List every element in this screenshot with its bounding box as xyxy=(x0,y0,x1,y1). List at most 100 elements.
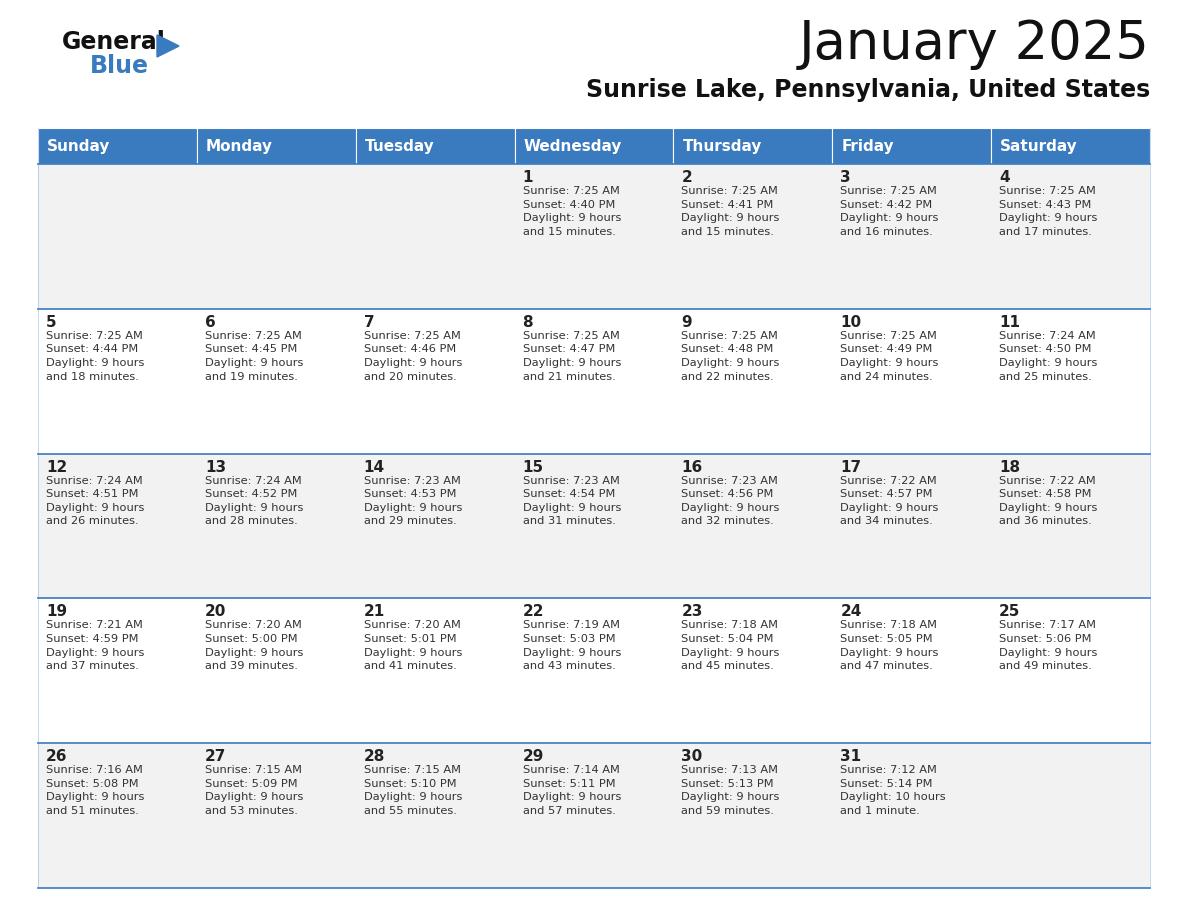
Text: Sunrise: 7:25 AM
Sunset: 4:45 PM
Daylight: 9 hours
and 19 minutes.: Sunrise: 7:25 AM Sunset: 4:45 PM Dayligh… xyxy=(204,330,303,382)
Text: Sunrise: 7:25 AM
Sunset: 4:49 PM
Daylight: 9 hours
and 24 minutes.: Sunrise: 7:25 AM Sunset: 4:49 PM Dayligh… xyxy=(840,330,939,382)
Text: Blue: Blue xyxy=(90,54,148,78)
Bar xyxy=(38,128,197,164)
Bar xyxy=(674,599,833,744)
Text: 17: 17 xyxy=(840,460,861,475)
Bar xyxy=(674,744,833,888)
Bar xyxy=(514,453,674,599)
Text: 29: 29 xyxy=(523,749,544,764)
Text: Sunrise: 7:25 AM
Sunset: 4:42 PM
Daylight: 9 hours
and 16 minutes.: Sunrise: 7:25 AM Sunset: 4:42 PM Dayligh… xyxy=(840,186,939,237)
Bar xyxy=(197,128,355,164)
Text: 26: 26 xyxy=(46,749,68,764)
Text: Sunrise: 7:20 AM
Sunset: 5:00 PM
Daylight: 9 hours
and 39 minutes.: Sunrise: 7:20 AM Sunset: 5:00 PM Dayligh… xyxy=(204,621,303,671)
Text: Sunrise Lake, Pennsylvania, United States: Sunrise Lake, Pennsylvania, United State… xyxy=(586,78,1150,102)
Text: Sunrise: 7:25 AM
Sunset: 4:48 PM
Daylight: 9 hours
and 22 minutes.: Sunrise: 7:25 AM Sunset: 4:48 PM Dayligh… xyxy=(682,330,779,382)
Text: 8: 8 xyxy=(523,315,533,330)
Bar xyxy=(197,164,355,308)
Bar xyxy=(355,453,514,599)
Text: 23: 23 xyxy=(682,604,703,620)
Text: Sunrise: 7:23 AM
Sunset: 4:56 PM
Daylight: 9 hours
and 32 minutes.: Sunrise: 7:23 AM Sunset: 4:56 PM Dayligh… xyxy=(682,476,779,526)
Bar xyxy=(674,308,833,453)
Bar xyxy=(355,308,514,453)
Bar xyxy=(674,164,833,308)
Text: 16: 16 xyxy=(682,460,702,475)
Text: 1: 1 xyxy=(523,170,533,185)
Text: Sunrise: 7:24 AM
Sunset: 4:52 PM
Daylight: 9 hours
and 28 minutes.: Sunrise: 7:24 AM Sunset: 4:52 PM Dayligh… xyxy=(204,476,303,526)
Bar xyxy=(514,128,674,164)
Text: Sunrise: 7:16 AM
Sunset: 5:08 PM
Daylight: 9 hours
and 51 minutes.: Sunrise: 7:16 AM Sunset: 5:08 PM Dayligh… xyxy=(46,766,145,816)
Polygon shape xyxy=(157,35,179,57)
Bar xyxy=(38,308,197,453)
Bar xyxy=(991,744,1150,888)
Text: 4: 4 xyxy=(999,170,1010,185)
Text: Sunrise: 7:21 AM
Sunset: 4:59 PM
Daylight: 9 hours
and 37 minutes.: Sunrise: 7:21 AM Sunset: 4:59 PM Dayligh… xyxy=(46,621,145,671)
Bar xyxy=(514,308,674,453)
Bar xyxy=(514,599,674,744)
Bar xyxy=(833,599,991,744)
Bar xyxy=(355,128,514,164)
Text: Sunrise: 7:25 AM
Sunset: 4:46 PM
Daylight: 9 hours
and 20 minutes.: Sunrise: 7:25 AM Sunset: 4:46 PM Dayligh… xyxy=(364,330,462,382)
Text: Sunrise: 7:24 AM
Sunset: 4:50 PM
Daylight: 9 hours
and 25 minutes.: Sunrise: 7:24 AM Sunset: 4:50 PM Dayligh… xyxy=(999,330,1098,382)
Text: Sunrise: 7:14 AM
Sunset: 5:11 PM
Daylight: 9 hours
and 57 minutes.: Sunrise: 7:14 AM Sunset: 5:11 PM Dayligh… xyxy=(523,766,621,816)
Text: Tuesday: Tuesday xyxy=(365,139,435,153)
Text: Sunrise: 7:23 AM
Sunset: 4:54 PM
Daylight: 9 hours
and 31 minutes.: Sunrise: 7:23 AM Sunset: 4:54 PM Dayligh… xyxy=(523,476,621,526)
Bar xyxy=(38,453,197,599)
Bar xyxy=(197,308,355,453)
Bar xyxy=(833,128,991,164)
Text: Sunrise: 7:17 AM
Sunset: 5:06 PM
Daylight: 9 hours
and 49 minutes.: Sunrise: 7:17 AM Sunset: 5:06 PM Dayligh… xyxy=(999,621,1098,671)
Text: Sunrise: 7:25 AM
Sunset: 4:44 PM
Daylight: 9 hours
and 18 minutes.: Sunrise: 7:25 AM Sunset: 4:44 PM Dayligh… xyxy=(46,330,145,382)
Text: Sunrise: 7:22 AM
Sunset: 4:58 PM
Daylight: 9 hours
and 36 minutes.: Sunrise: 7:22 AM Sunset: 4:58 PM Dayligh… xyxy=(999,476,1098,526)
Bar xyxy=(197,599,355,744)
Text: 3: 3 xyxy=(840,170,851,185)
Text: 22: 22 xyxy=(523,604,544,620)
Text: Sunrise: 7:25 AM
Sunset: 4:47 PM
Daylight: 9 hours
and 21 minutes.: Sunrise: 7:25 AM Sunset: 4:47 PM Dayligh… xyxy=(523,330,621,382)
Text: 6: 6 xyxy=(204,315,215,330)
Text: Sunrise: 7:24 AM
Sunset: 4:51 PM
Daylight: 9 hours
and 26 minutes.: Sunrise: 7:24 AM Sunset: 4:51 PM Dayligh… xyxy=(46,476,145,526)
Text: 15: 15 xyxy=(523,460,544,475)
Text: Sunrise: 7:15 AM
Sunset: 5:09 PM
Daylight: 9 hours
and 53 minutes.: Sunrise: 7:15 AM Sunset: 5:09 PM Dayligh… xyxy=(204,766,303,816)
Text: Sunrise: 7:19 AM
Sunset: 5:03 PM
Daylight: 9 hours
and 43 minutes.: Sunrise: 7:19 AM Sunset: 5:03 PM Dayligh… xyxy=(523,621,621,671)
Text: Sunrise: 7:25 AM
Sunset: 4:41 PM
Daylight: 9 hours
and 15 minutes.: Sunrise: 7:25 AM Sunset: 4:41 PM Dayligh… xyxy=(682,186,779,237)
Bar xyxy=(991,164,1150,308)
Text: Saturday: Saturday xyxy=(1000,139,1078,153)
Bar xyxy=(674,128,833,164)
Text: 24: 24 xyxy=(840,604,861,620)
Bar xyxy=(197,453,355,599)
Text: Thursday: Thursday xyxy=(682,139,762,153)
Bar xyxy=(355,744,514,888)
Text: 10: 10 xyxy=(840,315,861,330)
Bar xyxy=(833,308,991,453)
Text: 12: 12 xyxy=(46,460,68,475)
Text: Sunrise: 7:23 AM
Sunset: 4:53 PM
Daylight: 9 hours
and 29 minutes.: Sunrise: 7:23 AM Sunset: 4:53 PM Dayligh… xyxy=(364,476,462,526)
Bar xyxy=(833,453,991,599)
Text: Sunrise: 7:22 AM
Sunset: 4:57 PM
Daylight: 9 hours
and 34 minutes.: Sunrise: 7:22 AM Sunset: 4:57 PM Dayligh… xyxy=(840,476,939,526)
Bar xyxy=(833,744,991,888)
Text: 25: 25 xyxy=(999,604,1020,620)
Text: Sunrise: 7:12 AM
Sunset: 5:14 PM
Daylight: 10 hours
and 1 minute.: Sunrise: 7:12 AM Sunset: 5:14 PM Dayligh… xyxy=(840,766,946,816)
Text: Monday: Monday xyxy=(206,139,273,153)
Text: Friday: Friday xyxy=(841,139,893,153)
Text: 31: 31 xyxy=(840,749,861,764)
Bar xyxy=(38,744,197,888)
Text: 27: 27 xyxy=(204,749,226,764)
Bar xyxy=(38,164,197,308)
Text: 2: 2 xyxy=(682,170,693,185)
Text: 13: 13 xyxy=(204,460,226,475)
Text: Sunday: Sunday xyxy=(48,139,110,153)
Bar xyxy=(991,453,1150,599)
Text: 20: 20 xyxy=(204,604,226,620)
Text: 21: 21 xyxy=(364,604,385,620)
Text: Wednesday: Wednesday xyxy=(524,139,623,153)
Bar xyxy=(197,744,355,888)
Text: Sunrise: 7:20 AM
Sunset: 5:01 PM
Daylight: 9 hours
and 41 minutes.: Sunrise: 7:20 AM Sunset: 5:01 PM Dayligh… xyxy=(364,621,462,671)
Bar xyxy=(991,308,1150,453)
Text: General: General xyxy=(62,30,166,54)
Text: 14: 14 xyxy=(364,460,385,475)
Text: 5: 5 xyxy=(46,315,57,330)
Bar xyxy=(355,164,514,308)
Text: 28: 28 xyxy=(364,749,385,764)
Text: 11: 11 xyxy=(999,315,1020,330)
Bar xyxy=(355,599,514,744)
Text: 7: 7 xyxy=(364,315,374,330)
Text: 30: 30 xyxy=(682,749,702,764)
Text: January 2025: January 2025 xyxy=(800,18,1150,70)
